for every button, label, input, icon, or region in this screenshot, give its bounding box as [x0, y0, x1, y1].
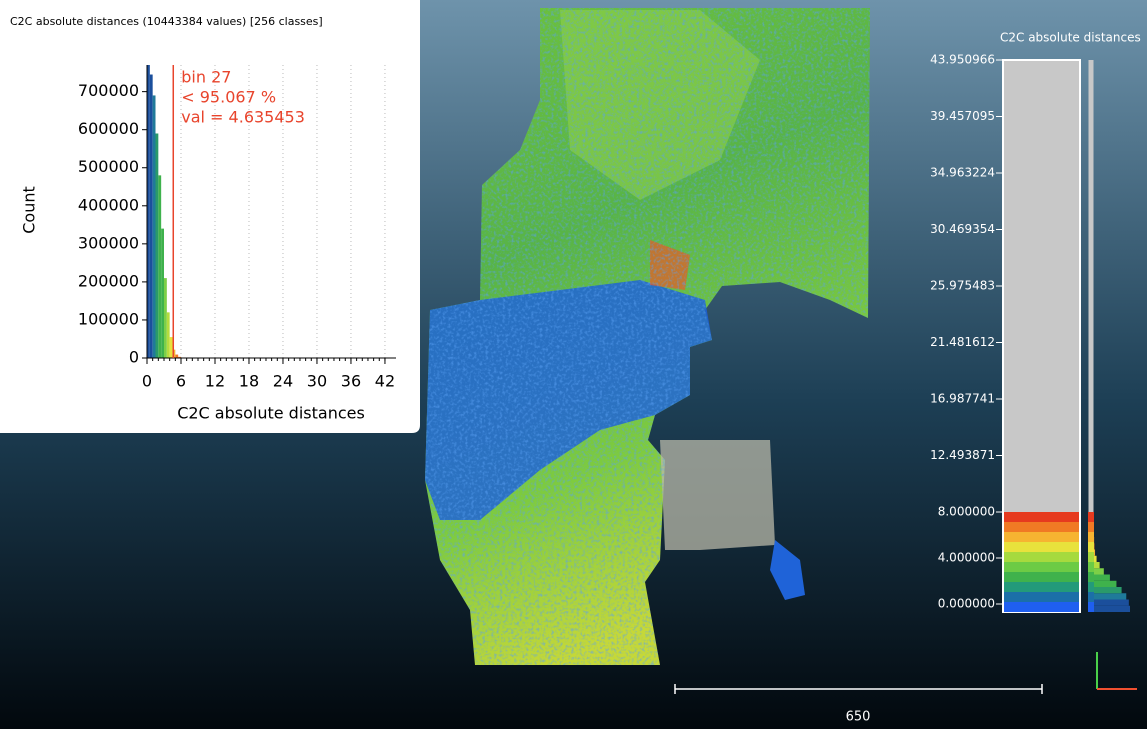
x-tick-label: 6 [176, 372, 186, 391]
scale-band [1004, 522, 1079, 532]
x-tick-label: 18 [239, 372, 259, 391]
side-band [1088, 552, 1094, 562]
side-bar [1094, 593, 1126, 599]
side-bar [1094, 600, 1129, 606]
side-band [1088, 582, 1094, 592]
bar [164, 278, 167, 358]
x-tick-label: 12 [205, 372, 225, 391]
x-tick-label: 42 [375, 372, 395, 391]
x-tick-label: 24 [273, 372, 293, 391]
scale-band [1004, 592, 1079, 602]
x-tick-label: 30 [307, 372, 327, 391]
page: C2C absolute distances (10443384 values)… [0, 0, 1147, 729]
ruler-label: 650 [846, 710, 871, 725]
panel-bg [0, 0, 420, 433]
y-tick-label: 300000 [78, 233, 139, 252]
y-tick-label: 700000 [78, 81, 139, 100]
bar [167, 312, 170, 358]
side-bar [1094, 587, 1122, 593]
side-bar [1094, 575, 1110, 581]
bar [170, 337, 173, 358]
side-bar [1094, 581, 1116, 587]
y-tick-label: 0 [129, 348, 139, 367]
bar [155, 133, 158, 358]
y-tick-label: 400000 [78, 195, 139, 214]
side-bar [1094, 556, 1097, 562]
side-bar [1094, 550, 1095, 556]
scale-label: 12.493871 [930, 448, 995, 462]
side-band [1088, 602, 1094, 612]
scale-band [1004, 552, 1079, 562]
side-band [1088, 512, 1094, 522]
marker-label: < 95.067 % [181, 88, 276, 107]
scale-band [1004, 582, 1079, 592]
scale-label: 43.950966 [930, 53, 995, 67]
side-band [1088, 592, 1094, 602]
bar [150, 75, 153, 358]
x-tick-label: 0 [142, 372, 152, 391]
viewer: C2C absolute distances (10443384 values)… [0, 0, 1147, 729]
scale-label: 34.963224 [930, 166, 995, 180]
y-tick-label: 200000 [78, 271, 139, 290]
y-tick-label: 500000 [78, 157, 139, 176]
marker-label: val = 4.635453 [181, 108, 305, 127]
marker-label: bin 27 [181, 68, 231, 87]
x-tick-label: 36 [341, 372, 361, 391]
scale-band [1004, 542, 1079, 552]
y-axis-label: Count [20, 186, 39, 234]
bar [175, 355, 178, 358]
histogram-panel: C2C absolute distances (10443384 values)… [0, 0, 420, 433]
y-tick-label: 100000 [78, 309, 139, 328]
side-band [1088, 562, 1094, 572]
side-bar [1094, 562, 1100, 568]
scale-band [1004, 532, 1079, 542]
scale-label: 0.000000 [938, 597, 995, 611]
scale-label: 16.987741 [930, 392, 995, 406]
scale-band [1004, 572, 1079, 582]
scale-label: 25.975483 [930, 279, 995, 293]
bar [158, 175, 161, 358]
scale-label: 30.469354 [930, 222, 995, 236]
side-band [1088, 572, 1094, 582]
scale-band [1004, 602, 1079, 612]
histogram-title: C2C absolute distances (10443384 values)… [10, 15, 323, 28]
side-band [1088, 542, 1094, 552]
scale-label: 39.457095 [930, 109, 995, 123]
x-axis-label: C2C absolute distances [177, 404, 365, 423]
port [660, 440, 775, 550]
side-band [1088, 522, 1094, 532]
scale-title: C2C absolute distances [1000, 31, 1141, 45]
bar [161, 229, 164, 358]
side-band [1088, 532, 1094, 542]
scale-band [1004, 512, 1079, 522]
scale-label: 4.000000 [938, 551, 995, 565]
side-bar [1094, 606, 1130, 612]
side-bar [1094, 568, 1104, 574]
scale-label: 8.000000 [938, 505, 995, 519]
bar [153, 95, 156, 358]
y-tick-label: 600000 [78, 119, 139, 138]
scale-label: 21.481612 [930, 335, 995, 349]
scale-band [1004, 562, 1079, 572]
